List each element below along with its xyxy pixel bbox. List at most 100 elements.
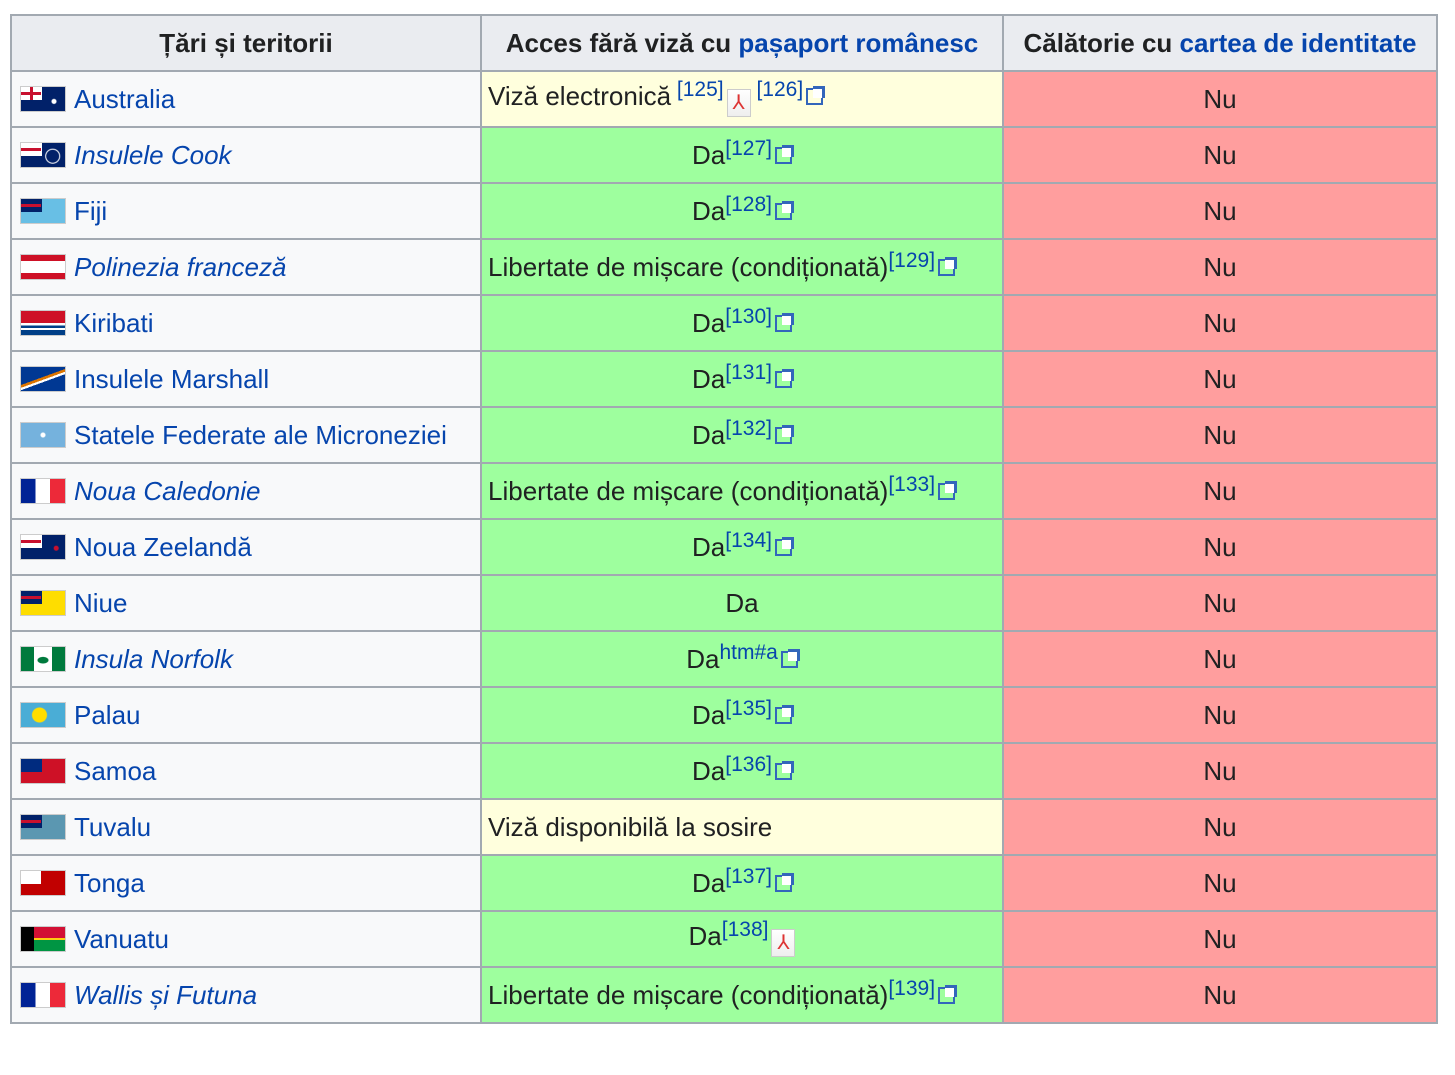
country-link[interactable]: Statele Federate ale Microneziei [74, 419, 447, 450]
flag-marshall-icon [20, 365, 66, 392]
reference-link[interactable]: [132] [725, 418, 772, 450]
id-card-cell: Nu [1002, 294, 1438, 352]
country-link[interactable]: Australia [74, 83, 176, 114]
reference-link[interactable]: [125] [671, 78, 724, 111]
country-cell: Statele Federate ale Microneziei [10, 406, 482, 464]
reference-link[interactable]: [133] [888, 472, 936, 506]
reference-text: [135] [725, 696, 772, 720]
reference-text: [133] [888, 472, 936, 496]
country-link[interactable]: Palau [74, 699, 141, 730]
country-link[interactable]: Tonga [74, 867, 145, 898]
external-link-icon [938, 984, 958, 1004]
reference-link[interactable]: [130] [725, 306, 772, 338]
external-link-icon [938, 480, 958, 500]
header-visa-text: Acces fără viză cu [505, 27, 739, 58]
country-link[interactable]: Samoa [74, 755, 157, 786]
flag-polynesia-icon [20, 253, 66, 280]
reference-link[interactable]: [127] [725, 138, 772, 170]
visa-access-cell: Da[134] [480, 518, 1004, 576]
visa-access-cell: Da[130] [480, 294, 1004, 352]
country-link[interactable]: Kiribati [74, 307, 154, 338]
pdf-icon: ⅄ [726, 89, 751, 117]
visa-access-cell: Da[138]⅄ [480, 910, 1004, 968]
country-link[interactable]: Wallis și Futuna [74, 979, 258, 1010]
flag-samoa-icon [20, 757, 66, 784]
country-link[interactable]: Noua Zeelandă [74, 531, 252, 562]
id-card-cell: Nu [1002, 966, 1438, 1024]
reference-link[interactable]: htm#a [719, 642, 777, 674]
id-card-cell: Nu [1002, 462, 1438, 520]
id-card-cell: Nu [1002, 742, 1438, 800]
visa-access-text: Da [692, 307, 726, 338]
reference-link[interactable]: [134] [725, 528, 772, 562]
country-link[interactable]: Insula Norfolk [74, 643, 233, 674]
country-cell: Fiji [10, 182, 482, 240]
visa-access-text: Da [692, 699, 726, 730]
id-card-cell: Nu [1002, 126, 1438, 184]
table-row: Samoa Da[136] Nu [10, 742, 1438, 800]
table-row: Noua Caledonie Libertate de mișcare (con… [10, 462, 1438, 520]
visa-access-text: Da [692, 755, 726, 786]
reference-link[interactable]: [138] [722, 919, 769, 951]
reference-link[interactable]: [135] [725, 696, 772, 730]
reference-link[interactable]: [139] [888, 978, 935, 1010]
reference-link[interactable]: [131] [725, 362, 772, 394]
visa-access-text: Libertate de mișcare (condiționată) [488, 251, 889, 282]
visa-access-cell: Da[127] [480, 126, 1004, 184]
country-link[interactable]: Fiji [74, 195, 108, 226]
flag-france-icon [20, 981, 66, 1008]
id-card-cell: Nu [1002, 70, 1438, 128]
visa-access-text: Da [692, 139, 726, 170]
external-link-icon [774, 200, 794, 220]
table-row: Fiji Da[128] Nu [10, 182, 1438, 240]
reference-text: [136] [725, 752, 772, 776]
visa-access-text: Libertate de mișcare (condiționată) [488, 979, 889, 1010]
reference-link[interactable]: [128] [725, 192, 772, 226]
id-card-cell: Nu [1002, 574, 1438, 632]
flag-tonga-icon [20, 869, 66, 896]
header-visa-access: Acces fără viză cu pașaport românesc [480, 14, 1004, 72]
reference-text: [128] [725, 192, 772, 216]
flag-france-icon [20, 477, 66, 504]
country-link[interactable]: Insulele Cook [74, 139, 232, 170]
visa-access-cell: Da[135] [480, 686, 1004, 744]
external-link-icon [780, 648, 800, 668]
external-link-icon [774, 312, 794, 332]
table-row: Kiribati Da[130] Nu [10, 294, 1438, 352]
id-card-cell: Nu [1002, 686, 1438, 744]
visa-access-text: Libertate de mișcare (condiționată) [488, 475, 889, 506]
country-cell: Wallis și Futuna [10, 966, 482, 1024]
reference-link[interactable]: [129] [888, 250, 935, 282]
external-link-icon [806, 86, 826, 105]
reference-link[interactable]: [136] [725, 752, 772, 786]
visa-access-text: Da [692, 195, 726, 226]
table-row: Vanuatu Da[138]⅄ Nu [10, 910, 1438, 968]
id-card-cell: Nu [1002, 406, 1438, 464]
reference-link[interactable]: [126] [751, 79, 803, 111]
visa-access-text: Da [692, 363, 726, 394]
country-link[interactable]: Insulele Marshall [74, 363, 270, 394]
reference-text: [125] [671, 78, 724, 101]
visa-access-cell: Da[132] [480, 406, 1004, 464]
visa-table: Țări și teritorii Acces fără viză cu paș… [10, 14, 1438, 1024]
id-card-cell: Nu [1002, 798, 1438, 856]
visa-access-cell: Da [480, 574, 1004, 632]
visa-access-cell: Viză electronică [125]⅄ [126] [480, 70, 1004, 128]
visa-access-cell: Libertate de mișcare (condiționată)[129] [480, 238, 1004, 296]
country-link[interactable]: Vanuatu [74, 923, 169, 954]
reference-text: [134] [725, 528, 772, 552]
country-cell: Tuvalu [10, 798, 482, 856]
country-cell: Insula Norfolk [10, 630, 482, 688]
country-link[interactable]: Tuvalu [74, 811, 152, 842]
reference-link[interactable]: [137] [725, 866, 772, 898]
visa-access-text: Viză electronică [488, 81, 672, 111]
id-card-link[interactable]: cartea de identitate [1179, 27, 1417, 58]
visa-access-text: Viză disponibilă la sosire [488, 811, 773, 842]
country-link[interactable]: Niue [74, 587, 128, 618]
passport-link[interactable]: pașaport românesc [738, 27, 979, 58]
header-countries: Țări și teritorii [10, 14, 482, 72]
external-link-icon [774, 144, 794, 164]
country-link[interactable]: Polinezia franceză [74, 251, 287, 282]
table-row: Insula Norfolk Dahtm#a Nu [10, 630, 1438, 688]
country-link[interactable]: Noua Caledonie [74, 475, 261, 506]
